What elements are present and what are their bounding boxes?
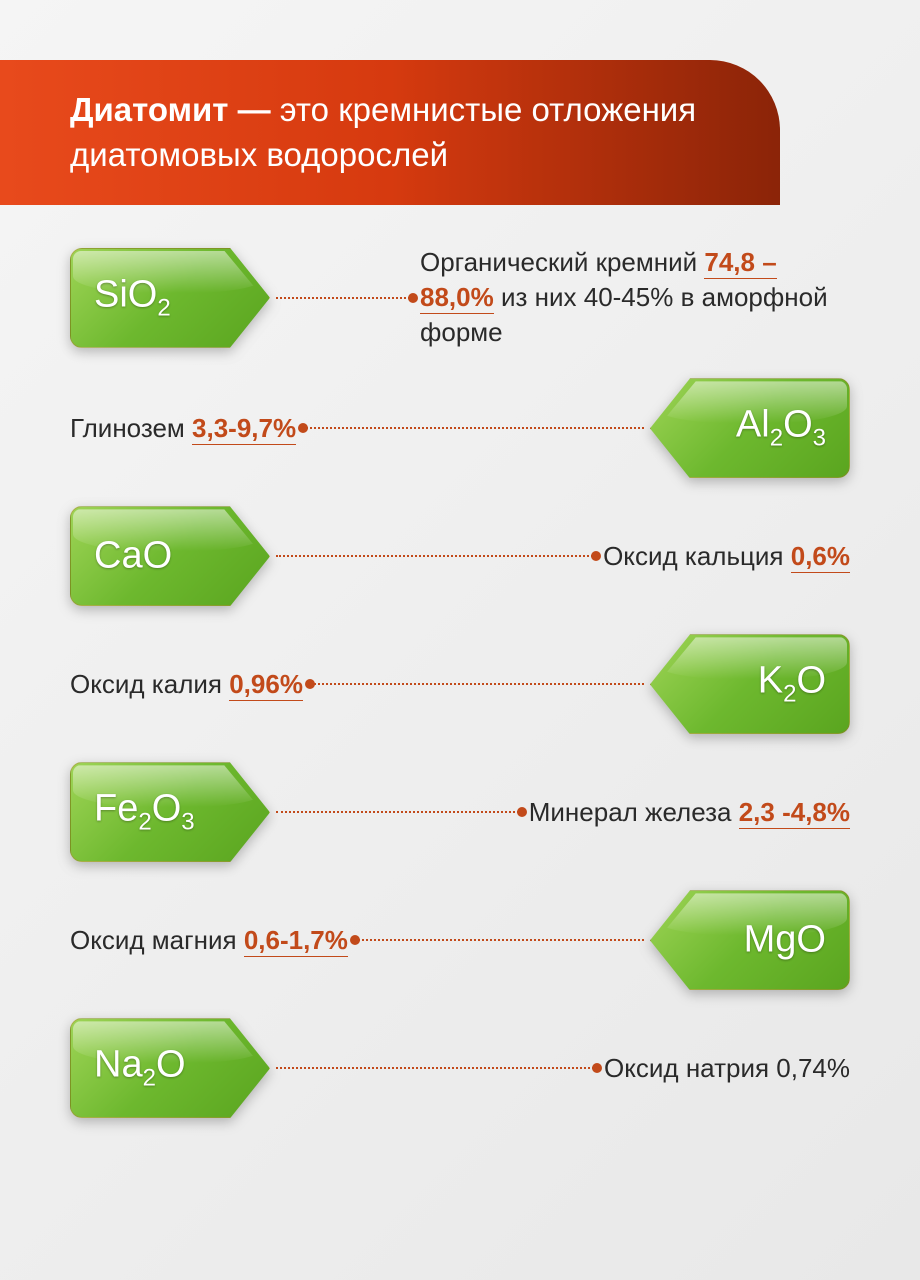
formula-badge-fe2o3: Fe2O3 bbox=[70, 762, 270, 862]
compound-desc: Оксид калия 0,96% bbox=[70, 667, 303, 702]
compound-row: SiO2 Органический кремний 74,8 – 88,0% и… bbox=[70, 245, 850, 350]
compound-row: Оксид магния 0,6-1,7% MgO bbox=[70, 890, 850, 990]
formula-label: Na2O bbox=[94, 1044, 186, 1093]
compound-desc: Оксид магния 0,6-1,7% bbox=[70, 923, 348, 958]
connector bbox=[302, 427, 644, 429]
formula-label: CaO bbox=[94, 535, 172, 578]
compound-row: CaO Оксид кальция 0,6% bbox=[70, 506, 850, 606]
connector bbox=[276, 1067, 598, 1069]
formula-badge-sio2: SiO2 bbox=[70, 248, 270, 348]
percentage: 0,6% bbox=[791, 541, 850, 573]
header-banner: Диатомит — это кремнистые отложения диат… bbox=[0, 60, 780, 205]
formula-badge-k2o: K2O bbox=[650, 634, 850, 734]
compound-desc: Минерал железа 2,3 -4,8% bbox=[529, 795, 850, 830]
percentage: 2,3 -4,8% bbox=[739, 797, 850, 829]
compound-row: Na2O Оксид натрия 0,74% bbox=[70, 1018, 850, 1118]
formula-label: Al2O3 bbox=[736, 404, 826, 453]
formula-badge-al2o3: Al2O3 bbox=[650, 378, 850, 478]
percentage: 0,6-1,7% bbox=[244, 925, 348, 957]
content: SiO2 Органический кремний 74,8 – 88,0% и… bbox=[0, 205, 920, 1118]
formula-label: MgO bbox=[744, 919, 826, 962]
compound-desc: Оксид натрия 0,74% bbox=[604, 1051, 850, 1086]
compound-row: Fe2O3 Минерал железа 2,3 -4,8% bbox=[70, 762, 850, 862]
percentage: 3,3-9,7% bbox=[192, 413, 296, 445]
compound-desc: Глинозем 3,3-9,7% bbox=[70, 411, 296, 446]
formula-badge-cao: CaO bbox=[70, 506, 270, 606]
compound-desc: Органический кремний 74,8 – 88,0% из них… bbox=[420, 245, 850, 350]
formula-badge-na2o: Na2O bbox=[70, 1018, 270, 1118]
connector bbox=[276, 811, 523, 813]
compound-desc: Оксид кальция 0,6% bbox=[603, 539, 850, 574]
percentage: 0,96% bbox=[229, 669, 303, 701]
connector bbox=[276, 555, 597, 557]
compound-row: Глинозем 3,3-9,7% Al2O3 bbox=[70, 378, 850, 478]
connector bbox=[354, 939, 644, 941]
header-text: Диатомит — это кремнистые отложения диат… bbox=[70, 88, 730, 177]
formula-badge-mgo: MgO bbox=[650, 890, 850, 990]
header-bold: Диатомит — bbox=[70, 91, 271, 128]
formula-label: SiO2 bbox=[94, 273, 171, 322]
formula-label: Fe2O3 bbox=[94, 788, 195, 837]
connector bbox=[276, 297, 414, 299]
compound-row: Оксид калия 0,96% K2O bbox=[70, 634, 850, 734]
formula-label: K2O bbox=[758, 660, 826, 709]
connector bbox=[309, 683, 644, 685]
